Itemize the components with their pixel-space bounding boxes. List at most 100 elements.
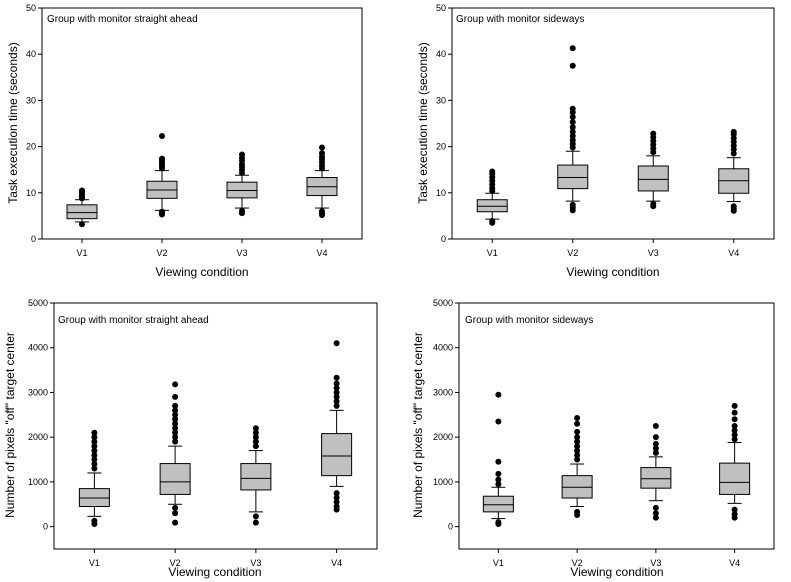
outlier-point — [569, 132, 576, 139]
outlier-point — [172, 393, 179, 400]
y-tick-label: 30 — [26, 95, 36, 105]
outlier-point — [574, 428, 581, 435]
outlier-point — [731, 427, 738, 434]
outlier-point — [574, 438, 581, 445]
outlier-point — [569, 201, 576, 208]
x-tick-label: V1 — [493, 558, 504, 568]
y-tick-label: 4000 — [28, 343, 48, 353]
boxes — [78, 340, 353, 527]
outlier-point — [574, 434, 581, 441]
plot-frame — [451, 7, 775, 240]
box-v2 — [557, 45, 589, 214]
y-tick-label: 0 — [448, 522, 453, 532]
outlier-point — [731, 506, 738, 513]
x-tick-label: V4 — [316, 248, 327, 258]
outlier-point — [159, 208, 165, 215]
x-tick-label: V2 — [156, 248, 167, 258]
y-tick-label: 0 — [31, 234, 36, 244]
y-tick-label: 2000 — [28, 432, 48, 442]
y-tick-label: 1000 — [433, 477, 453, 487]
y-tick-label: 0 — [43, 522, 48, 532]
outlier-point — [495, 391, 502, 398]
outlier-point — [574, 414, 581, 421]
box-v4 — [306, 144, 338, 218]
outlier-point — [495, 458, 502, 465]
box-v1 — [476, 168, 508, 226]
outlier-point — [650, 130, 657, 137]
outlier-point — [172, 425, 179, 432]
outlier-point — [172, 434, 179, 441]
y-tick-label: 3000 — [433, 387, 453, 397]
box-iqr — [482, 495, 514, 513]
outlier-point — [91, 461, 98, 468]
outlier-point — [172, 438, 179, 445]
outlier-point — [91, 456, 98, 463]
outlier-point — [574, 443, 581, 450]
panel-top-left: Group with monitor straight ahead 0 10 20 3… — [6, 3, 363, 279]
outlier-point — [252, 438, 259, 445]
box-v4 — [321, 340, 353, 513]
outlier-point — [652, 423, 659, 429]
outlier-point — [333, 490, 340, 497]
outlier-point — [731, 431, 738, 438]
outlier-point — [730, 150, 737, 157]
outlier-point — [91, 452, 98, 459]
box-iqr — [321, 433, 353, 477]
outlier-point — [91, 447, 98, 454]
box-v2 — [159, 381, 191, 526]
box-v1 — [66, 187, 98, 228]
outlier-point — [91, 429, 98, 436]
x-axis-ticks: V1 V2 V3 V4 — [76, 239, 328, 258]
outlier-point — [79, 187, 85, 194]
box-iqr — [159, 463, 191, 495]
plot-frame — [458, 302, 775, 550]
outlier-point — [731, 511, 738, 518]
box-v1 — [482, 391, 514, 527]
outlier-point — [730, 128, 737, 135]
outlier-point — [319, 208, 325, 215]
outlier-point — [333, 340, 340, 347]
outlier-point — [333, 503, 340, 510]
outlier-point — [574, 447, 581, 454]
y-tick-label: 20 — [26, 142, 36, 152]
x-axis-label: Viewing condition — [155, 265, 248, 279]
outlier-point — [252, 429, 259, 436]
outlier-point — [252, 519, 259, 526]
outlier-point — [333, 374, 340, 381]
x-axis-ticks: V1 V2 V3 V4 — [89, 549, 342, 568]
outlier-point — [172, 504, 179, 511]
box-iqr — [637, 165, 669, 192]
outlier-point — [333, 384, 340, 391]
outlier-point — [172, 416, 179, 423]
outlier-point — [574, 508, 581, 515]
box-iqr — [640, 467, 672, 489]
outlier-point — [495, 519, 502, 526]
y-axis-label: Number of pixels "off" target center — [3, 332, 17, 518]
outlier-point — [159, 132, 165, 139]
x-axis-label: Viewing condition — [570, 565, 663, 579]
box-iqr — [557, 164, 589, 190]
y-axis-label: Task execution time (seconds) — [6, 42, 20, 203]
outlier-point — [652, 514, 659, 521]
box-v2 — [561, 414, 593, 519]
outlier-point — [79, 221, 85, 228]
panel-title: Group with monitor sideways — [465, 315, 593, 326]
outlier-point — [652, 449, 659, 456]
panel-title: Group with monitor straight ahead — [47, 14, 198, 25]
outlier-point — [91, 434, 98, 441]
outlier-point — [333, 393, 340, 400]
outlier-point — [652, 510, 659, 517]
y-axis-label: Number of pixels "off" target center — [411, 332, 425, 518]
x-tick-label: V3 — [650, 558, 661, 568]
y-tick-label: 4000 — [433, 343, 453, 353]
boxes — [482, 391, 751, 527]
outlier-point — [91, 438, 98, 445]
outlier-point — [172, 510, 179, 517]
outlier-point — [333, 402, 340, 409]
outlier-point — [569, 62, 576, 69]
outlier-point — [495, 470, 502, 477]
outlier-point — [172, 429, 179, 436]
y-tick-label: 3000 — [28, 387, 48, 397]
y-tick-label: 5000 — [28, 298, 48, 308]
panel-bottom-left: Group with monitor straight ahead 0 1000 2… — [3, 298, 378, 579]
